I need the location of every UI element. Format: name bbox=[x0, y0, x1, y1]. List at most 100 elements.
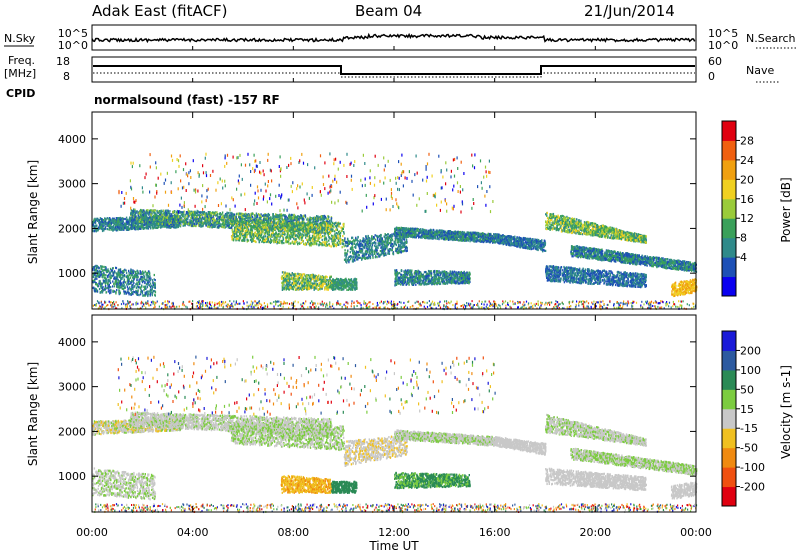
data-cell bbox=[228, 212, 229, 214]
data-cell bbox=[150, 225, 151, 227]
data-cell bbox=[165, 213, 166, 215]
data-cell bbox=[307, 221, 308, 223]
data-cell bbox=[230, 220, 231, 222]
data-cell bbox=[375, 234, 376, 236]
data-cell bbox=[187, 221, 188, 223]
data-cell bbox=[389, 242, 390, 244]
data-cell bbox=[276, 238, 277, 240]
data-cell bbox=[268, 238, 269, 240]
data-cell bbox=[353, 239, 354, 241]
data-cell bbox=[287, 229, 288, 231]
data-cell bbox=[326, 241, 327, 243]
data-cell bbox=[271, 236, 272, 238]
data-cell bbox=[255, 220, 256, 222]
data-cell bbox=[149, 216, 150, 218]
data-cell bbox=[243, 221, 244, 223]
data-cell bbox=[317, 220, 318, 222]
data-cell bbox=[257, 223, 258, 225]
data-cell bbox=[256, 215, 257, 217]
data-cell bbox=[174, 226, 175, 228]
data-cell bbox=[241, 221, 242, 223]
data-cell bbox=[306, 235, 307, 237]
data-cell bbox=[385, 240, 386, 242]
data-cell bbox=[364, 255, 365, 257]
data-cell bbox=[233, 218, 234, 220]
data-cell bbox=[147, 226, 148, 228]
data-cell bbox=[288, 222, 289, 224]
nave-tick-top: 60 bbox=[708, 55, 722, 68]
data-cell bbox=[334, 239, 335, 241]
data-cell bbox=[269, 225, 270, 227]
data-cell bbox=[247, 214, 248, 216]
data-cell bbox=[395, 237, 396, 239]
data-cell bbox=[139, 221, 140, 223]
data-cell bbox=[186, 215, 187, 217]
data-cell bbox=[323, 216, 324, 218]
data-cell bbox=[159, 223, 160, 225]
data-cell bbox=[379, 240, 380, 242]
data-cell bbox=[390, 241, 391, 243]
data-cell bbox=[325, 237, 326, 239]
data-cell bbox=[320, 218, 321, 220]
data-cell bbox=[144, 224, 145, 226]
data-cell bbox=[115, 224, 116, 226]
data-cell bbox=[375, 246, 376, 248]
data-cell bbox=[144, 216, 145, 218]
data-cell bbox=[238, 227, 239, 229]
data-cell bbox=[103, 229, 104, 231]
data-cell bbox=[267, 229, 268, 231]
data-cell bbox=[118, 219, 119, 221]
data-cell bbox=[297, 216, 298, 218]
data-cell bbox=[377, 239, 378, 241]
data-cell bbox=[137, 210, 138, 212]
data-cell bbox=[250, 229, 251, 231]
data-cell bbox=[227, 221, 228, 223]
data-cell bbox=[288, 243, 289, 245]
data-cell bbox=[281, 226, 282, 228]
data-cell bbox=[267, 217, 268, 219]
data-cell bbox=[238, 216, 239, 218]
data-cell bbox=[237, 220, 238, 222]
data-cell bbox=[208, 226, 209, 228]
data-cell bbox=[342, 246, 343, 248]
data-cell bbox=[202, 225, 203, 227]
data-cell bbox=[150, 213, 151, 215]
data-cell bbox=[366, 246, 367, 248]
data-cell bbox=[320, 234, 321, 236]
data-cell bbox=[251, 231, 252, 233]
data-cell bbox=[154, 216, 155, 218]
data-cell bbox=[329, 237, 330, 239]
data-cell bbox=[193, 211, 194, 213]
data-cell bbox=[279, 224, 280, 226]
data-cell bbox=[402, 246, 403, 248]
data-cell bbox=[269, 234, 270, 236]
data-cell bbox=[342, 235, 343, 237]
data-cell bbox=[382, 252, 383, 254]
data-cell bbox=[293, 223, 294, 225]
data-cell bbox=[124, 222, 125, 224]
data-cell bbox=[216, 218, 217, 220]
data-cell bbox=[192, 217, 193, 219]
data-cell bbox=[326, 222, 327, 224]
data-cell bbox=[243, 215, 244, 217]
data-cell bbox=[236, 235, 237, 237]
data-cell bbox=[387, 242, 388, 244]
data-cell bbox=[372, 257, 373, 259]
data-cell bbox=[321, 215, 322, 217]
data-cell bbox=[202, 216, 203, 218]
data-cell bbox=[284, 222, 285, 224]
data-cell bbox=[262, 215, 263, 217]
data-cell bbox=[275, 231, 276, 233]
data-cell bbox=[326, 228, 327, 230]
data-cell bbox=[333, 223, 334, 225]
data-cell bbox=[312, 238, 313, 240]
data-cell bbox=[336, 232, 337, 234]
data-cell bbox=[238, 213, 239, 215]
data-cell bbox=[149, 221, 150, 223]
data-cell bbox=[310, 219, 311, 221]
data-cell bbox=[368, 235, 369, 237]
data-cell bbox=[194, 214, 195, 216]
data-cell bbox=[237, 228, 238, 230]
data-cell bbox=[294, 219, 295, 221]
data-cell bbox=[303, 234, 304, 236]
